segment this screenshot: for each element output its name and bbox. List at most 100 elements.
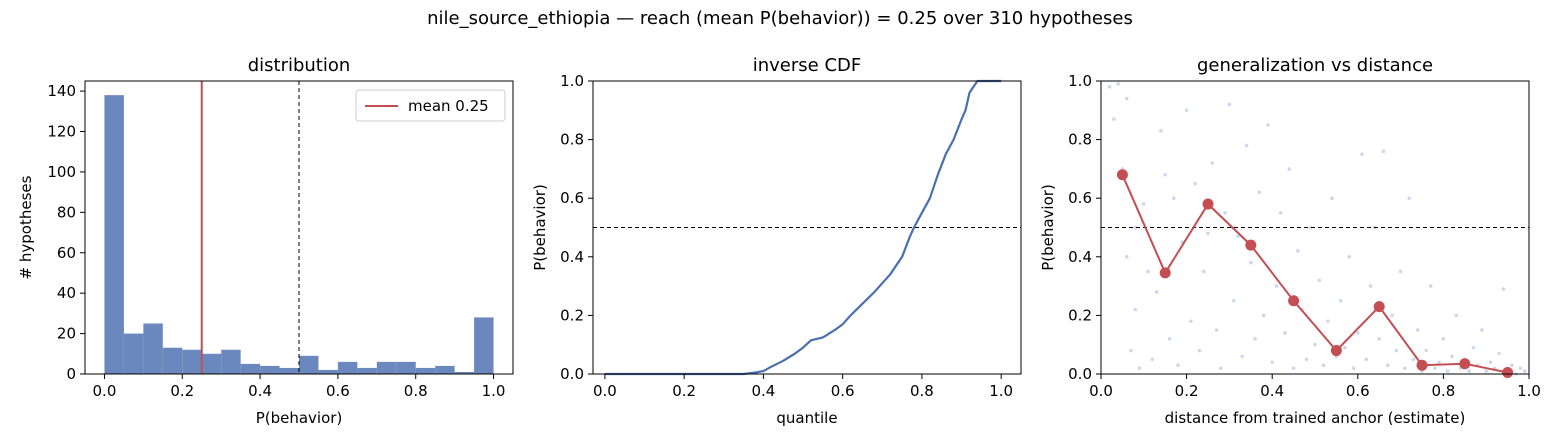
scatter-point	[1415, 328, 1420, 332]
histogram-bar	[143, 323, 163, 374]
scatter-point	[1304, 357, 1309, 362]
scatter-point	[1227, 102, 1232, 107]
binned-mean-marker	[1288, 295, 1300, 307]
histogram-bar	[201, 353, 222, 374]
scatter-point	[1445, 369, 1450, 373]
scatter-point	[1219, 366, 1223, 370]
y-tick-label: 0.0	[560, 365, 584, 383]
plot-frame	[84, 80, 514, 375]
y-tick-label: 20	[57, 325, 76, 343]
scatter-point	[1249, 260, 1253, 265]
histogram-bar	[221, 349, 241, 374]
scatter-point	[1116, 82, 1120, 86]
y-axis-label: P(behavior)	[1039, 184, 1057, 271]
scatter-point	[1377, 337, 1381, 341]
x-tick-label: 0.8	[910, 382, 934, 400]
scatter-point	[1321, 363, 1326, 368]
scatter-point	[1480, 328, 1484, 332]
y-tick-label: 0.0	[1068, 365, 1092, 383]
inverse-cdf-line	[604, 79, 1002, 376]
scatter-point	[1133, 225, 1138, 230]
scatter-point	[1159, 129, 1163, 133]
plot-frame	[1100, 80, 1530, 375]
x-tick-label: 1.0	[989, 382, 1013, 400]
panel-title: distribution	[248, 55, 351, 76]
y-tick-label: 120	[47, 123, 76, 141]
histogram-bar	[474, 317, 494, 374]
scatter-point	[1467, 369, 1471, 373]
scatter-point	[1347, 254, 1352, 259]
y-tick-label: 0.4	[560, 248, 584, 266]
scatter-point	[1270, 360, 1274, 365]
scatter-point	[1137, 366, 1142, 370]
x-tick-label: 0.4	[248, 382, 272, 400]
binned-mean-marker	[1459, 358, 1471, 370]
scatter-point	[1471, 345, 1476, 350]
scatter-point	[1107, 85, 1112, 89]
x-axis-label: quantile	[776, 409, 837, 427]
x-tick-label: 0.4	[1260, 382, 1284, 400]
histogram-bar	[454, 371, 475, 374]
scatter-point	[1407, 196, 1411, 200]
y-axis-label: # hypotheses	[17, 175, 35, 279]
scatter-point	[1433, 366, 1437, 370]
y-tick-label: 1.0	[1068, 72, 1092, 90]
scatter-point	[1313, 342, 1317, 347]
scatter-point	[1266, 123, 1270, 127]
scatter-point	[1240, 354, 1245, 359]
scatter-point	[1163, 172, 1167, 177]
y-tick-label: 80	[57, 203, 76, 221]
scatter-point	[1356, 331, 1360, 335]
y-tick-label: 0.6	[1068, 189, 1092, 207]
histogram-bar	[396, 361, 416, 374]
scatter-point	[1133, 307, 1138, 312]
scatter-point	[1308, 225, 1313, 230]
histogram-bar	[299, 355, 319, 374]
y-tick-label: 60	[57, 244, 76, 262]
histogram-bar	[415, 367, 436, 374]
binned-mean-marker	[1116, 169, 1128, 181]
scatter-point	[1129, 348, 1133, 353]
y-tick-label: 0.2	[560, 306, 584, 324]
scatter-point	[1497, 351, 1501, 356]
scatter-point	[1403, 366, 1407, 370]
scatter-point	[1142, 202, 1146, 206]
x-tick-label: 0.2	[672, 382, 696, 400]
x-tick-label: 0.6	[831, 382, 855, 400]
histogram-bar	[240, 363, 261, 374]
scatter-point	[1189, 319, 1193, 324]
histogram-bar	[260, 365, 280, 374]
scatter-point	[1197, 348, 1202, 353]
scatter-point	[1150, 357, 1155, 362]
scatter-point	[1124, 254, 1129, 259]
scatter-point	[1381, 149, 1386, 154]
scatter-point	[1206, 231, 1210, 236]
scatter-point	[1184, 108, 1189, 113]
scatter-point	[1522, 369, 1527, 373]
x-tick-label: 0.2	[170, 382, 194, 400]
scatter-point	[1274, 284, 1279, 288]
panel-title: inverse CDF	[753, 55, 862, 76]
scatter-point	[1171, 196, 1176, 200]
panel-generalization-vs-distance: 0.0 0.2 0.4 0.6 0.8 1.0 0.0 0.2 0.4 0.6 0.8 1.0 gene…	[1039, 55, 1541, 427]
legend-label-mean: mean 0.25	[408, 97, 489, 115]
histogram-bar	[435, 365, 455, 374]
panel-inverse-cdf: 0.0 0.2 0.4 0.6 0.8 1.0 0.0 0.2 0.4 0.6 0.8 1.0 inve…	[531, 55, 1022, 427]
scatter-point	[1394, 348, 1399, 353]
y-tick-label: 40	[57, 284, 76, 302]
scatter-point	[1437, 360, 1441, 365]
scatter-point	[1450, 354, 1454, 359]
binned-mean-marker	[1159, 267, 1171, 279]
scatter-point	[1360, 152, 1364, 157]
x-tick-label: 0.0	[93, 382, 117, 400]
binned-mean-marker	[1416, 359, 1428, 371]
plot-frame	[592, 80, 1022, 375]
scatter-point	[1244, 143, 1249, 148]
histogram-bar	[279, 367, 299, 374]
scatter-point	[1167, 337, 1172, 341]
plot-area	[104, 81, 494, 374]
scatter-point	[1236, 234, 1240, 239]
scatter-point	[1193, 181, 1197, 186]
